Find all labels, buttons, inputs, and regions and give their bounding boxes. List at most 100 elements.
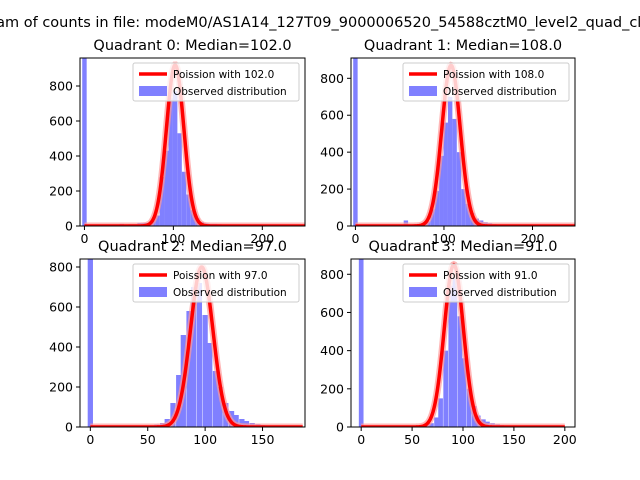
histogram-bar <box>87 259 93 427</box>
legend-patch-icon <box>139 86 167 96</box>
histogram-bar <box>181 171 187 226</box>
y-tick-label: 600 <box>49 300 73 315</box>
histogram-bar <box>186 194 191 226</box>
y-tick-label: 400 <box>49 340 73 355</box>
legend-box <box>402 263 570 303</box>
x-tick-label: 150 <box>251 432 275 447</box>
histogram-bar <box>439 155 444 226</box>
histogram-bar <box>159 177 165 226</box>
histogram-bar <box>177 133 182 226</box>
x-tick-label: 50 <box>404 432 420 447</box>
x-tick-label: 0 <box>357 432 365 447</box>
legend-patch-icon <box>139 287 167 297</box>
y-tick-label: 600 <box>49 114 73 129</box>
y-tick-label: 200 <box>320 182 344 197</box>
y-tick-label: 200 <box>49 380 73 395</box>
subplot-title: Quadrant 2: Median=97.0 <box>98 239 287 255</box>
x-tick-label: 150 <box>502 432 526 447</box>
y-tick-label: 0 <box>336 219 344 234</box>
subplot-quadrant-2: Quadrant 2: Median=97.0 0 50 100 150 0 200 400 6… <box>49 239 306 447</box>
histogram-bar <box>164 150 169 226</box>
y-tick-label: 600 <box>320 305 344 320</box>
subplot-title: Quadrant 3: Median=91.0 <box>369 239 558 255</box>
y-tick-label: 200 <box>320 381 344 396</box>
histogram-bar <box>172 91 178 226</box>
histogram-bar <box>239 419 245 427</box>
legend: Poission with 108.0 Observed distribution <box>402 62 570 102</box>
x-tick-label: 200 <box>521 231 545 246</box>
y-tick-label: 400 <box>320 343 344 358</box>
histogram-bar <box>429 423 434 427</box>
x-tick-label: 100 <box>432 231 456 246</box>
legend-entry-observed: Observed distribution <box>173 287 287 299</box>
axes-frame <box>350 57 576 227</box>
subplot-title: Quadrant 1: Median=108.0 <box>364 38 562 54</box>
histogram-bar <box>217 387 223 427</box>
y-tick-label: 800 <box>320 267 344 282</box>
histogram-bar <box>461 358 467 427</box>
y-tick-label: 600 <box>320 108 344 123</box>
histogram-bar <box>465 203 471 226</box>
legend-entry-observed: Observed distribution <box>443 86 557 98</box>
legend-patch-icon <box>409 287 437 297</box>
histogram-bar <box>233 415 239 427</box>
legend-entry-poisson: Poission with 108.0 <box>443 69 544 81</box>
histogram-bar <box>202 315 208 427</box>
y-tick-label: 800 <box>320 71 344 86</box>
y-tick-label: 0 <box>65 219 73 234</box>
histogram-bar <box>447 96 453 226</box>
plot-area <box>358 259 565 427</box>
y-tick-label: 400 <box>320 145 344 160</box>
poisson-curve <box>355 63 575 226</box>
x-tick-label: 200 <box>553 432 577 447</box>
histogram-bar <box>443 350 449 427</box>
histogram-bar <box>155 215 160 226</box>
histogram-bar <box>82 58 87 226</box>
subplot-quadrant-0: Quadrant 0: Median=102.0 0 100 200 0 200 400 60… <box>49 38 306 246</box>
x-tick-label: 0 <box>80 231 88 246</box>
x-tick-label: 50 <box>140 432 156 447</box>
x-tick-label: 0 <box>86 432 94 447</box>
legend-entry-poisson: Poission with 91.0 <box>443 270 538 282</box>
histogram-bar <box>434 190 440 226</box>
plot-area <box>82 58 305 226</box>
histogram-bar <box>457 316 463 427</box>
legend-box <box>132 62 300 102</box>
histogram-bar <box>452 278 458 427</box>
subplot-quadrant-3: Quadrant 3: Median=91.0 0 50 100 150 200 0 200 4… <box>320 239 577 447</box>
y-tick-label: 200 <box>49 184 73 199</box>
axes-frame <box>79 57 306 227</box>
legend-entry-observed: Observed distribution <box>173 86 287 98</box>
histogram-bar <box>168 98 173 226</box>
x-tick-label: 100 <box>451 432 475 447</box>
axes-frame <box>79 258 306 428</box>
subplot-quadrant-1: Quadrant 1: Median=108.0 0 100 200 0 200 400 60… <box>320 38 576 246</box>
histogram-bar <box>212 371 219 427</box>
x-tick-label: 100 <box>161 231 185 246</box>
histogram-bar <box>196 283 203 427</box>
histogram-bar <box>207 343 213 427</box>
legend-entry-observed: Observed distribution <box>443 287 557 299</box>
legend-entry-poisson: Poission with 102.0 <box>173 69 274 81</box>
legend: Poission with 97.0 Observed distribution <box>132 263 300 303</box>
x-tick-label: 100 <box>193 432 217 447</box>
y-tick-label: 0 <box>65 420 73 435</box>
poisson-curve <box>84 63 305 226</box>
legend: Poission with 102.0 Observed distribution <box>132 62 300 102</box>
poisson-curve <box>361 262 565 427</box>
figure-suptitle: Histogram of counts in file: modeM0/AS1A… <box>0 15 640 31</box>
legend: Poission with 91.0 Observed distribution <box>402 263 570 303</box>
y-tick-label: 800 <box>49 79 73 94</box>
subplot-title: Quadrant 0: Median=102.0 <box>93 38 291 54</box>
histogram-bar <box>438 398 443 427</box>
histogram-bar <box>452 118 457 226</box>
histogram-bar <box>456 152 462 226</box>
histogram-bar <box>461 189 466 226</box>
histogram-bar <box>353 58 358 226</box>
histogram-bar <box>430 209 435 226</box>
histogram-bar <box>466 388 472 427</box>
x-tick-label: 200 <box>250 231 274 246</box>
legend-box <box>132 263 300 303</box>
legend-box <box>402 62 570 102</box>
